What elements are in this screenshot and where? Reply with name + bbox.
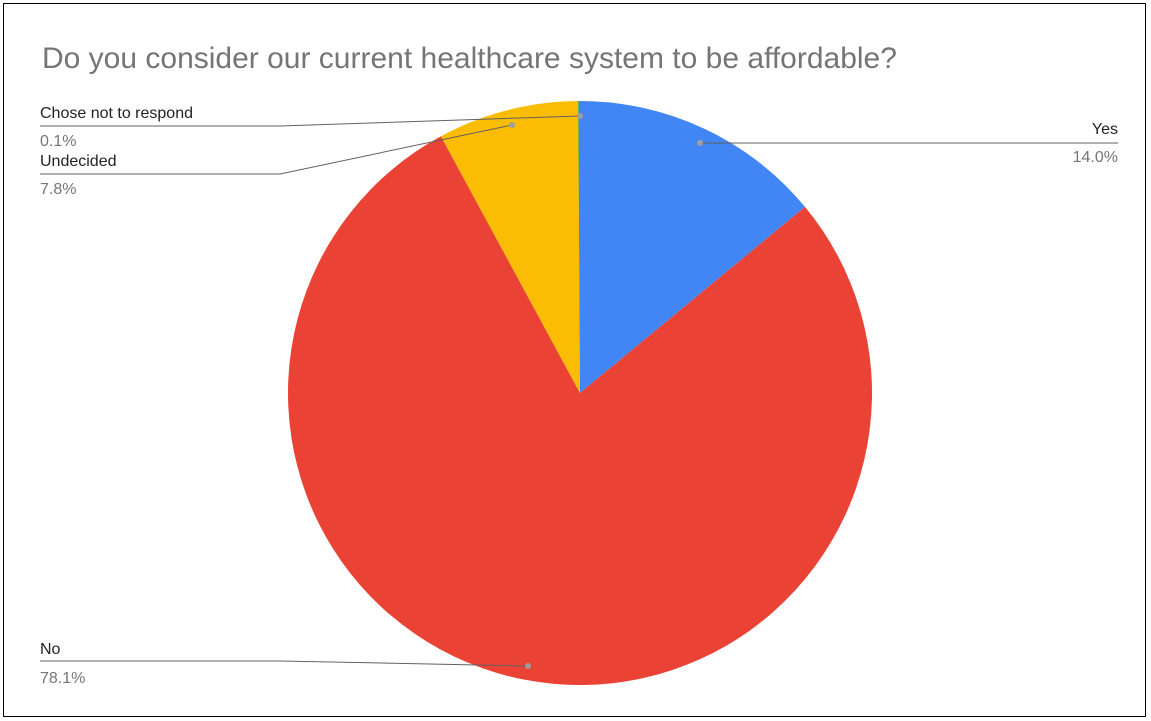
slice-name-no: No [40,641,61,658]
pie-slice-undecided [440,101,580,393]
slice-name-undecided: Undecided [40,153,117,170]
leader-dot-no-response [577,113,583,119]
leader-line-undecided [40,124,513,175]
leader-dot-undecided [509,122,515,128]
pie-slice-no [287,136,872,686]
pie-slices [287,101,872,686]
leader-line-no-response [40,115,581,127]
slice-percent-undecided: 7.8% [40,181,76,198]
slice-name-yes: Yes [1092,121,1118,138]
leader-dot-yes [697,140,703,146]
slice-percent-yes: 14.0% [1073,149,1118,166]
slice-label-yes: Yes 14.0% [697,121,1118,166]
pie-slice-yes [580,101,805,393]
leader-line-no [40,660,529,667]
slice-label-no-response: Chose not to respond 0.1% [40,105,583,150]
chart-title: Do you consider our current healthcare s… [42,42,897,75]
slice-percent-no: 78.1% [40,670,85,687]
pie-slice-chose-not-to-respond [578,101,580,393]
slice-label-no: No 78.1% [40,641,531,687]
pie-labels: Yes 14.0% No 78.1% Undecided 7.8% Chose … [40,105,1118,687]
leader-dot-no [525,663,531,669]
slice-percent-no-response: 0.1% [40,133,76,150]
slice-label-undecided: Undecided 7.8% [40,122,515,198]
slice-name-no-response: Chose not to respond [40,105,193,122]
